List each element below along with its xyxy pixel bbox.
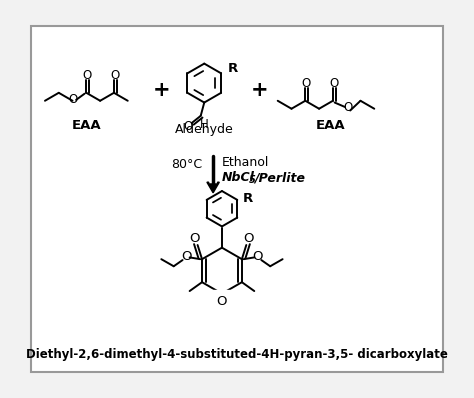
Text: O: O: [190, 232, 200, 245]
Text: 80°C: 80°C: [172, 158, 202, 171]
Text: O: O: [184, 120, 193, 133]
Text: O: O: [110, 70, 119, 82]
Text: O: O: [69, 94, 78, 106]
Text: EAA: EAA: [316, 119, 345, 132]
Text: Diethyl-2,6-dimethyl-4-substituted-4H-pyran-3,5- dicarboxylate: Diethyl-2,6-dimethyl-4-substituted-4H-py…: [26, 348, 448, 361]
Text: R: R: [227, 62, 237, 75]
Text: +: +: [153, 80, 171, 100]
Text: NbCl: NbCl: [222, 171, 255, 184]
Text: EAA: EAA: [72, 119, 101, 132]
Text: O: O: [253, 250, 263, 263]
Text: 5: 5: [248, 176, 255, 185]
Text: O: O: [301, 78, 311, 90]
Text: +: +: [250, 80, 268, 100]
Text: O: O: [82, 70, 92, 82]
Text: /Perlite: /Perlite: [254, 171, 305, 184]
Text: O: O: [244, 232, 254, 245]
Text: O: O: [343, 101, 352, 114]
Text: Aldehyde: Aldehyde: [175, 123, 234, 136]
Text: O: O: [181, 250, 191, 263]
Text: R: R: [243, 191, 254, 205]
Text: H: H: [200, 118, 209, 131]
Text: O: O: [329, 78, 338, 90]
FancyArrow shape: [207, 182, 219, 193]
Text: O: O: [217, 295, 227, 308]
Text: Ethanol: Ethanol: [222, 156, 269, 169]
